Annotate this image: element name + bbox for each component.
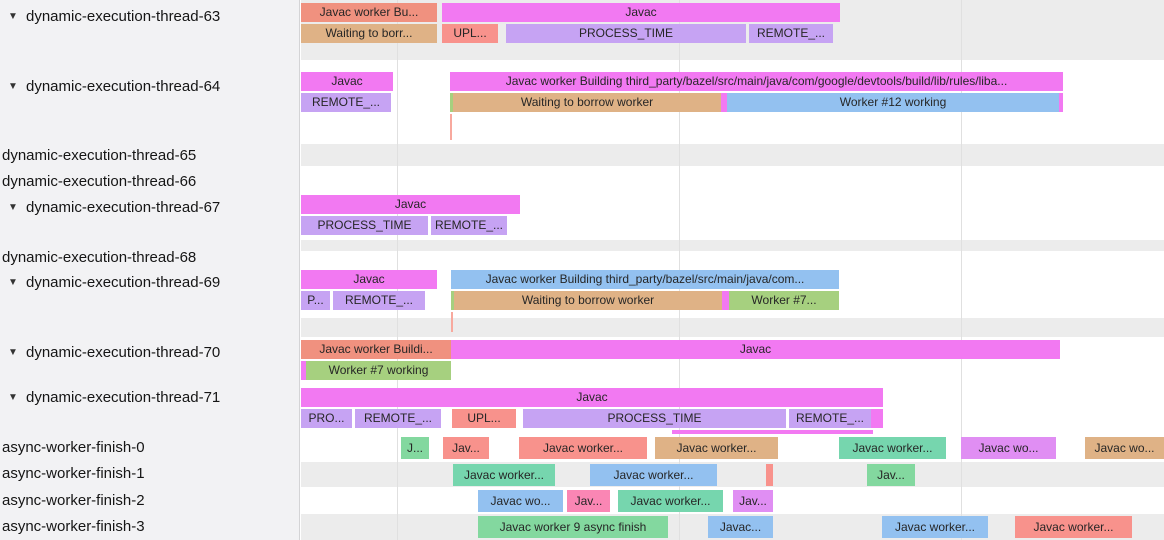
- trace-slice[interactable]: J...: [401, 437, 429, 459]
- trace-slice[interactable]: Javac worker...: [1015, 516, 1132, 538]
- trace-slice[interactable]: UPL...: [442, 24, 498, 43]
- track-label: dynamic-execution-thread-65: [2, 146, 197, 164]
- track-row-dynamic-execution-thread-64[interactable]: ▼ dynamic-execution-thread-64: [0, 76, 300, 96]
- trace-slice[interactable]: [450, 114, 452, 140]
- trace-slice[interactable]: REMOTE_...: [749, 24, 833, 43]
- trace-slice[interactable]: PRO...: [301, 409, 352, 428]
- trace-slice[interactable]: UPL...: [452, 409, 516, 428]
- expander-icon[interactable]: ▼: [8, 346, 18, 358]
- track-row-dynamic-execution-thread-69[interactable]: ▼ dynamic-execution-thread-69: [0, 272, 300, 292]
- track-row-dynamic-execution-thread-67[interactable]: ▼ dynamic-execution-thread-67: [0, 197, 300, 217]
- trace-slice[interactable]: [672, 430, 873, 434]
- trace-slice[interactable]: Javac wo...: [478, 490, 563, 512]
- trace-slice[interactable]: Jav...: [567, 490, 610, 512]
- expander-icon[interactable]: ▼: [8, 10, 18, 22]
- trace-slice[interactable]: Worker #12 working: [727, 93, 1059, 112]
- trace-slice[interactable]: Waiting to borrow worker: [453, 93, 721, 112]
- trace-slice[interactable]: Javac worker 9 async finish: [478, 516, 668, 538]
- trace-slice[interactable]: REMOTE_...: [333, 291, 425, 310]
- trace-slice[interactable]: REMOTE_...: [301, 93, 391, 112]
- row-band: [301, 318, 1164, 337]
- row-band: [301, 462, 1164, 487]
- track-label: async-worker-finish-3: [2, 517, 145, 535]
- expander-icon[interactable]: ▼: [8, 80, 18, 92]
- trace-slice[interactable]: REMOTE_...: [789, 409, 871, 428]
- trace-slice[interactable]: Javac: [442, 3, 840, 22]
- track-label-sidebar: ▼ dynamic-execution-thread-63 ▼ dynamic-exe…: [0, 0, 300, 540]
- trace-slice[interactable]: PROCESS_TIME: [523, 409, 786, 428]
- track-row-dynamic-execution-thread-68[interactable]: dynamic-execution-thread-68: [0, 247, 300, 267]
- expander-icon[interactable]: ▼: [8, 276, 18, 288]
- trace-slice[interactable]: [451, 312, 453, 332]
- expander-icon[interactable]: ▼: [8, 391, 18, 403]
- track-label: dynamic-execution-thread-64: [26, 77, 221, 95]
- trace-slice[interactable]: Javac: [301, 270, 437, 289]
- trace-slice[interactable]: Javac worker...: [655, 437, 778, 459]
- trace-slice[interactable]: Javac: [301, 72, 393, 91]
- track-label: dynamic-execution-thread-63: [26, 7, 221, 25]
- trace-slice[interactable]: REMOTE_...: [431, 216, 507, 235]
- trace-slice[interactable]: Javac wo...: [1085, 437, 1164, 459]
- trace-slice[interactable]: Worker #7...: [729, 291, 839, 310]
- track-label: async-worker-finish-2: [2, 491, 145, 509]
- trace-slice[interactable]: Javac worker...: [453, 464, 555, 486]
- trace-slice[interactable]: Javac worker Building third_party/bazel/…: [450, 72, 1063, 91]
- track-row-async-worker-finish-1[interactable]: async-worker-finish-1: [0, 463, 300, 483]
- trace-slice[interactable]: Jav...: [733, 490, 773, 512]
- trace-slice[interactable]: [766, 464, 773, 486]
- track-row-dynamic-execution-thread-65[interactable]: dynamic-execution-thread-65: [0, 145, 300, 165]
- row-band: [301, 144, 1164, 166]
- trace-slice[interactable]: [1059, 93, 1063, 112]
- expander-icon[interactable]: ▼: [8, 201, 18, 213]
- trace-slice[interactable]: Waiting to borrow worker: [454, 291, 722, 310]
- trace-slice[interactable]: Javac: [301, 388, 883, 407]
- trace-slice[interactable]: Javac worker...: [618, 490, 723, 512]
- trace-slice[interactable]: PROCESS_TIME: [301, 216, 428, 235]
- trace-slice[interactable]: [871, 409, 883, 428]
- trace-slice[interactable]: Javac worker Building third_party/bazel/…: [451, 270, 839, 289]
- trace-slice[interactable]: [301, 361, 306, 380]
- trace-slice[interactable]: Waiting to borr...: [301, 24, 437, 43]
- trace-slice[interactable]: [722, 291, 729, 310]
- track-label: dynamic-execution-thread-68: [2, 248, 197, 266]
- track-row-async-worker-finish-3[interactable]: async-worker-finish-3: [0, 516, 300, 536]
- trace-slice[interactable]: Worker #7 working: [306, 361, 451, 380]
- trace-slice[interactable]: Jav...: [867, 464, 915, 486]
- trace-slice[interactable]: Javac worker...: [839, 437, 946, 459]
- track-label: async-worker-finish-0: [2, 438, 145, 456]
- trace-slice[interactable]: PROCESS_TIME: [506, 24, 746, 43]
- trace-slice[interactable]: Javac worker Bu...: [301, 3, 437, 22]
- trace-slice[interactable]: Javac wo...: [961, 437, 1056, 459]
- track-label: dynamic-execution-thread-70: [26, 343, 221, 361]
- trace-slice[interactable]: Javac worker...: [590, 464, 717, 486]
- trace-slice[interactable]: [451, 291, 454, 310]
- track-row-dynamic-execution-thread-63[interactable]: ▼ dynamic-execution-thread-63: [0, 6, 300, 26]
- row-band: [301, 240, 1164, 251]
- track-label: async-worker-finish-1: [2, 464, 145, 482]
- trace-slice[interactable]: Jav...: [443, 437, 489, 459]
- track-label: dynamic-execution-thread-66: [2, 172, 197, 190]
- track-row-dynamic-execution-thread-66[interactable]: dynamic-execution-thread-66: [0, 171, 300, 191]
- trace-slice[interactable]: [450, 93, 453, 112]
- track-row-async-worker-finish-2[interactable]: async-worker-finish-2: [0, 490, 300, 510]
- track-label: dynamic-execution-thread-67: [26, 198, 221, 216]
- track-row-dynamic-execution-thread-70[interactable]: ▼ dynamic-execution-thread-70: [0, 342, 300, 362]
- trace-slice[interactable]: REMOTE_...: [355, 409, 441, 428]
- time-gridline: [961, 0, 962, 540]
- trace-slice[interactable]: Javac...: [708, 516, 773, 538]
- trace-slice[interactable]: Javac worker...: [882, 516, 988, 538]
- trace-slice[interactable]: Javac: [301, 195, 520, 214]
- trace-slice[interactable]: Javac: [451, 340, 1060, 359]
- trace-slice[interactable]: P...: [301, 291, 330, 310]
- trace-slice[interactable]: Javac worker Buildi...: [301, 340, 451, 359]
- track-row-dynamic-execution-thread-71[interactable]: ▼ dynamic-execution-thread-71: [0, 387, 300, 407]
- trace-slice[interactable]: Javac worker...: [519, 437, 647, 459]
- track-row-async-worker-finish-0[interactable]: async-worker-finish-0: [0, 437, 300, 457]
- track-label: dynamic-execution-thread-71: [26, 388, 221, 406]
- trace-slice[interactable]: [721, 93, 727, 112]
- track-label: dynamic-execution-thread-69: [26, 273, 221, 291]
